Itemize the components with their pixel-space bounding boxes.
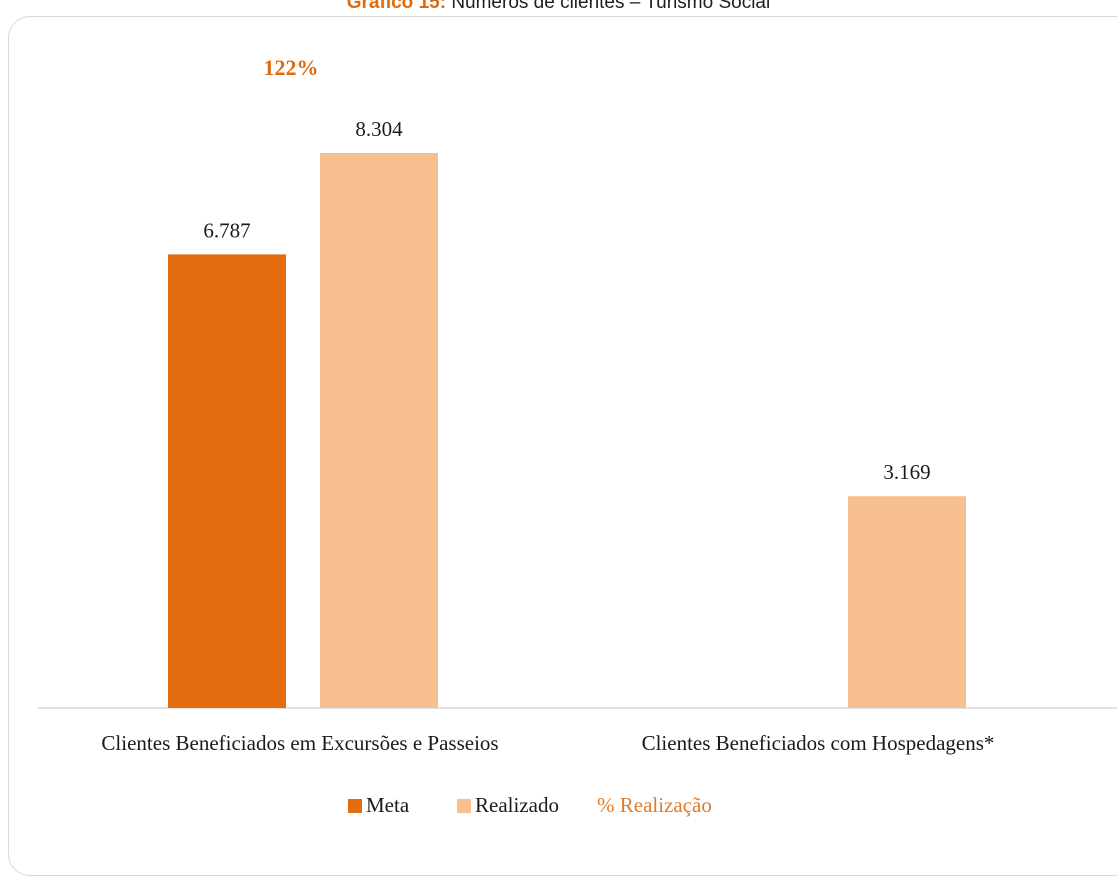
legend-swatch-realizado [457,799,471,813]
x-tick-label-2: Clientes Beneficiados com Hospedagens* [642,731,995,755]
x-tick-label-1: Clientes Beneficiados em Excursões e Pas… [101,731,498,755]
bar-chart: 6.787 8.304 122% Clientes Beneficiados em E… [38,55,1117,817]
legend-label-meta: Meta [366,793,410,817]
legend-swatch-meta [348,799,362,813]
caption-text: Números de clientes – Turismo Social [451,0,771,13]
data-label-realizado-1: 8.304 [355,117,403,141]
chart-caption: Gráfico 15: Números de clientes – Turism… [0,0,1117,14]
legend-label-realizado: Realizado [475,793,559,817]
legend-label-pct-realizacao: % Realização [597,793,712,817]
bar-realizado-2 [848,496,966,708]
pct-realizacao-label-1: 122% [264,55,319,80]
bar-meta-1 [168,254,286,708]
bar-realizado-1 [320,153,438,708]
data-label-meta-1: 6.787 [203,218,250,242]
data-label-realizado-2: 3.169 [883,460,930,484]
caption-prefix: Gráfico 15: [346,0,447,13]
